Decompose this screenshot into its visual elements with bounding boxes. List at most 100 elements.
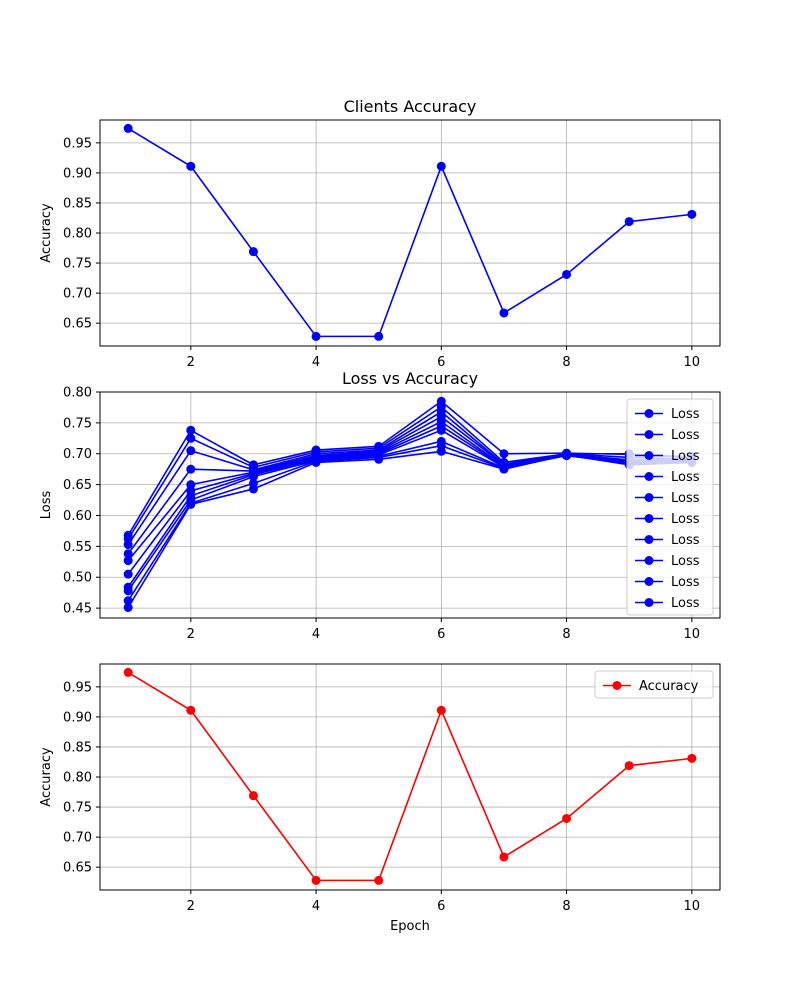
data-point xyxy=(311,457,321,467)
legend-label: Loss xyxy=(671,491,700,506)
legend-box xyxy=(626,398,714,616)
y-tick-label: 0.55 xyxy=(63,540,92,555)
y-tick-label: 0.45 xyxy=(63,602,92,617)
legend: Loss Loss Loss Loss Loss Loss Loss Loss Loss Loss xyxy=(626,398,714,616)
series-line xyxy=(127,410,692,545)
legend-label: Loss xyxy=(671,596,700,611)
data-point xyxy=(624,761,634,771)
legend-marker xyxy=(644,535,654,544)
x-tick-label: 4 xyxy=(312,899,320,914)
y-tick-label: 0.80 xyxy=(63,771,92,786)
data-point xyxy=(374,331,384,341)
legend-marker xyxy=(644,430,654,439)
legend-label: Loss xyxy=(671,449,700,464)
x-tick-label: 10 xyxy=(684,355,701,370)
legend-marker xyxy=(644,598,654,607)
data-point xyxy=(186,705,196,715)
y-tick-label: 0.80 xyxy=(63,227,92,242)
y-tick-label: 0.95 xyxy=(63,136,92,151)
data-point xyxy=(374,454,384,464)
legend-label: Loss xyxy=(671,533,700,548)
y-tick-label: 0.95 xyxy=(63,680,92,695)
series-line xyxy=(127,415,692,555)
data-point xyxy=(499,449,509,459)
y-tick-label: 0.85 xyxy=(63,196,92,211)
data-point xyxy=(186,464,196,474)
panel-loss-vs-accuracy: 2 4 6 8 10 0.45 0.50 0.55 0.60 0.65 0.70 0.75 0.80 Lo… xyxy=(39,369,721,642)
x-tick-label: 8 xyxy=(562,355,570,370)
panel-accuracy-epoch: 2 4 6 8 10 0.65 0.70 0.75 0.80 0.85 0.90 0.95 Accura… xyxy=(39,663,721,934)
data-point xyxy=(123,603,133,613)
data-point xyxy=(123,556,133,566)
y-tick-label: 0.65 xyxy=(63,317,92,332)
data-point xyxy=(186,425,196,435)
data-point xyxy=(123,667,133,677)
data-point xyxy=(186,480,196,490)
y-tick-label: 0.75 xyxy=(63,801,92,816)
y-tick-label: 0.90 xyxy=(63,710,92,725)
x-tick-label: 10 xyxy=(684,627,701,642)
data-point xyxy=(499,852,509,862)
legend-label: Accuracy xyxy=(639,679,699,694)
data-point xyxy=(311,331,321,341)
data-point xyxy=(436,161,446,171)
data-point xyxy=(436,446,446,456)
series-line xyxy=(127,127,692,338)
data-point xyxy=(562,269,572,279)
x-axis-label: Epoch xyxy=(390,919,430,934)
data-point xyxy=(436,425,446,435)
data-point xyxy=(499,464,509,474)
y-tick-label: 0.70 xyxy=(63,831,92,846)
y-axis-label: Accuracy xyxy=(39,747,54,807)
data-point xyxy=(374,875,384,885)
y-tick-label: 0.85 xyxy=(63,740,92,755)
data-point xyxy=(436,705,446,715)
y-axis-label: Accuracy xyxy=(39,203,54,263)
legend-marker xyxy=(644,451,654,460)
legend-label: Loss xyxy=(671,407,700,422)
y-tick-label: 0.80 xyxy=(63,386,92,401)
legend-label: Loss xyxy=(671,554,700,569)
legend-marker xyxy=(612,681,622,690)
legend-marker xyxy=(644,514,654,523)
y-tick-label: 0.65 xyxy=(63,478,92,493)
x-tick-label: 8 xyxy=(562,627,570,642)
legend-marker xyxy=(644,556,654,565)
data-point xyxy=(123,540,133,550)
data-point xyxy=(624,217,634,227)
data-point xyxy=(186,446,196,456)
x-tick-label: 2 xyxy=(187,355,195,370)
legend-marker xyxy=(644,409,654,418)
data-point xyxy=(123,569,133,579)
x-tick-label: 2 xyxy=(187,899,195,914)
legend: Accuracy xyxy=(594,670,714,699)
y-tick-label: 0.60 xyxy=(63,509,92,524)
data-point xyxy=(186,499,196,509)
data-point xyxy=(562,813,572,823)
series-line xyxy=(127,405,692,540)
x-tick-label: 10 xyxy=(684,899,701,914)
y-tick-label: 0.75 xyxy=(63,416,92,431)
y-axis-label: Loss xyxy=(39,491,54,520)
y-tick-label: 0.65 xyxy=(63,861,92,876)
data-point xyxy=(687,209,697,219)
legend-label: Loss xyxy=(671,512,700,527)
data-point xyxy=(248,247,258,257)
chart-title: Clients Accuracy xyxy=(344,97,477,116)
data-point xyxy=(499,308,509,318)
legend-label: Loss xyxy=(671,575,700,590)
legend-label: Loss xyxy=(671,428,700,443)
legend-marker xyxy=(644,472,654,481)
series-line xyxy=(127,671,692,882)
x-tick-label: 6 xyxy=(437,355,445,370)
data-point xyxy=(123,549,133,559)
x-tick-label: 4 xyxy=(312,355,320,370)
data-point xyxy=(311,875,321,885)
data-point xyxy=(248,791,258,801)
y-tick-label: 0.70 xyxy=(63,447,92,462)
chart-title: Loss vs Accuracy xyxy=(342,369,478,388)
legend-label: Loss xyxy=(671,470,700,485)
data-point xyxy=(248,484,258,494)
y-tick-label: 0.90 xyxy=(63,166,92,181)
